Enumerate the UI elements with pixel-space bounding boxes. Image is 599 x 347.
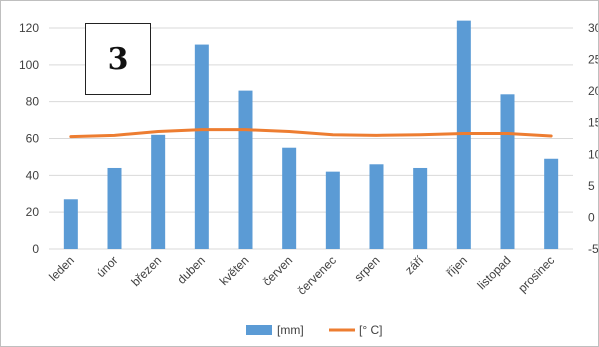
legend-swatch-mm xyxy=(246,325,272,335)
bar xyxy=(151,134,166,249)
y-right-tick-label: 0 xyxy=(588,210,595,224)
y-right-tick-label: 10 xyxy=(588,147,598,161)
x-category-label: říjen xyxy=(444,253,470,279)
figure-number: 3 xyxy=(107,41,129,77)
y-left-tick-label: 80 xyxy=(26,95,40,109)
x-category-label: srpen xyxy=(351,253,382,284)
bar xyxy=(325,171,340,249)
legend-label-temp: [° C] xyxy=(359,323,382,337)
y-left-tick-label: 120 xyxy=(19,21,39,35)
y-right-tick-label: 30 xyxy=(588,21,598,35)
bar xyxy=(107,167,122,249)
bar xyxy=(500,94,515,249)
y-right-tick-label: 15 xyxy=(588,116,598,130)
bar xyxy=(413,167,428,249)
y-right-tick-label: 25 xyxy=(588,53,598,67)
x-category-label: září xyxy=(402,253,427,278)
y-left-tick-label: 60 xyxy=(26,132,40,146)
x-category-label: prosinec xyxy=(515,253,557,295)
bar xyxy=(194,44,209,250)
x-category-label: únor xyxy=(94,253,121,280)
y-right-tick-label: -5 xyxy=(588,242,598,256)
x-category-label: leden xyxy=(46,253,77,284)
y-right-tick-label: 20 xyxy=(588,84,598,98)
x-category-label: listopad xyxy=(474,253,513,292)
x-category-label: březen xyxy=(128,253,164,289)
y-left-tick-label: 40 xyxy=(26,168,40,182)
bar xyxy=(238,90,253,249)
x-category-label: duben xyxy=(174,253,207,286)
x-category-label: červen xyxy=(260,253,295,288)
bar xyxy=(282,147,297,249)
x-category-label: květen xyxy=(217,253,252,288)
y-right-tick-label: 5 xyxy=(588,179,595,193)
temperature-line xyxy=(69,128,553,139)
x-category-label: červenec xyxy=(295,253,339,297)
y-left-tick-label: 20 xyxy=(26,205,40,219)
bar xyxy=(544,158,559,249)
bar xyxy=(63,199,78,249)
y-left-tick-label: 0 xyxy=(32,242,39,256)
y-left-tick-label: 100 xyxy=(19,58,39,72)
bar xyxy=(369,164,384,249)
legend-label-mm: [mm] xyxy=(277,323,304,337)
figure-number-box: 3 xyxy=(85,23,151,95)
